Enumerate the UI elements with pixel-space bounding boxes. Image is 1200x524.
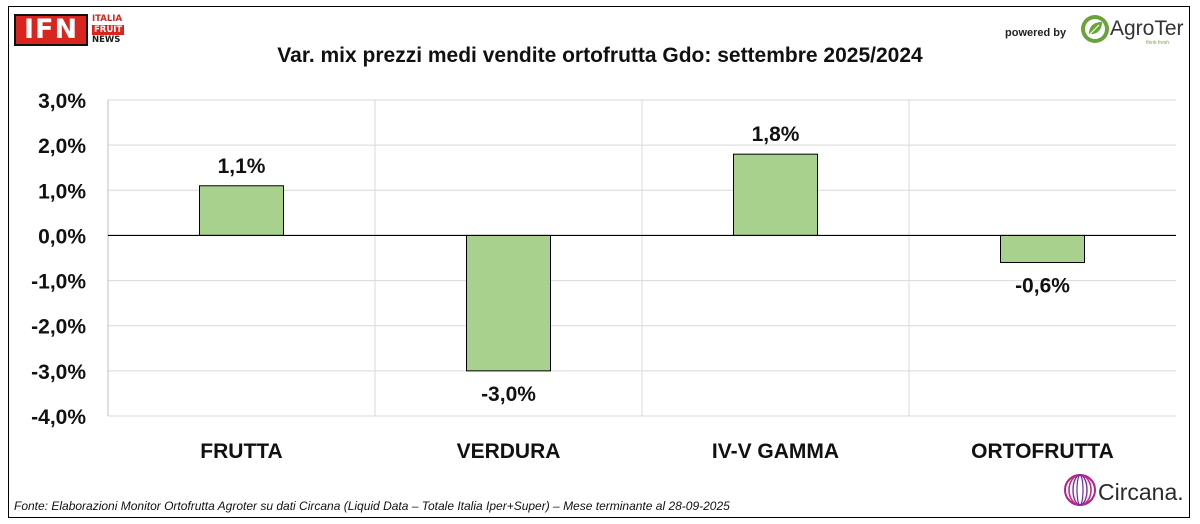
ifn-logo-mark: IFN [14, 14, 88, 46]
y-tick-label: -4,0% [31, 406, 86, 429]
data-label: 1,1% [218, 155, 266, 178]
chart-frame [8, 6, 1190, 518]
y-tick-label: 2,0% [38, 135, 86, 158]
bar-verdura [466, 234, 551, 372]
data-label: 1,8% [752, 123, 800, 146]
circana-rings-icon [1064, 474, 1096, 506]
agroter-leaf-icon [1081, 15, 1109, 43]
y-tick-label: 0,0% [38, 225, 86, 248]
data-label: -0,6% [1015, 275, 1070, 298]
circana-name: Circana. [1098, 479, 1184, 505]
ifn-logo-subtitle: ITALIA FRUIT NEWS [92, 14, 125, 45]
ifn-logo: IFN ITALIA FRUIT NEWS [14, 14, 138, 48]
bar-frutta [199, 185, 284, 236]
source-note: Fonte: Elaborazioni Monitor Ortofrutta A… [14, 499, 730, 513]
category-label: VERDURA [457, 440, 561, 463]
y-tick-label: 3,0% [38, 90, 86, 113]
y-tick-label: 1,0% [38, 180, 86, 203]
category-label: ORTOFRUTTA [971, 440, 1114, 463]
powered-by-label: powered by [1005, 27, 1067, 39]
bar-iv-v-gamma [733, 153, 818, 236]
y-tick-label: -2,0% [31, 316, 86, 339]
y-tick-label: -1,0% [31, 271, 86, 294]
agroter-tagline: think fresh [1146, 40, 1170, 46]
y-tick-label: -3,0% [31, 361, 86, 384]
category-label: FRUTTA [200, 440, 282, 463]
circana-logo: Circana. [1062, 470, 1192, 510]
data-label: -3,0% [481, 383, 536, 406]
category-label: IV-V GAMMA [712, 440, 839, 463]
bar-ortofrutta [1000, 234, 1085, 264]
agroter-logo: AgroTer think fresh [1080, 14, 1184, 48]
agroter-name: AgroTer [1110, 17, 1184, 40]
chart-title: Var. mix prezzi medi vendite ortofrutta … [277, 44, 923, 67]
